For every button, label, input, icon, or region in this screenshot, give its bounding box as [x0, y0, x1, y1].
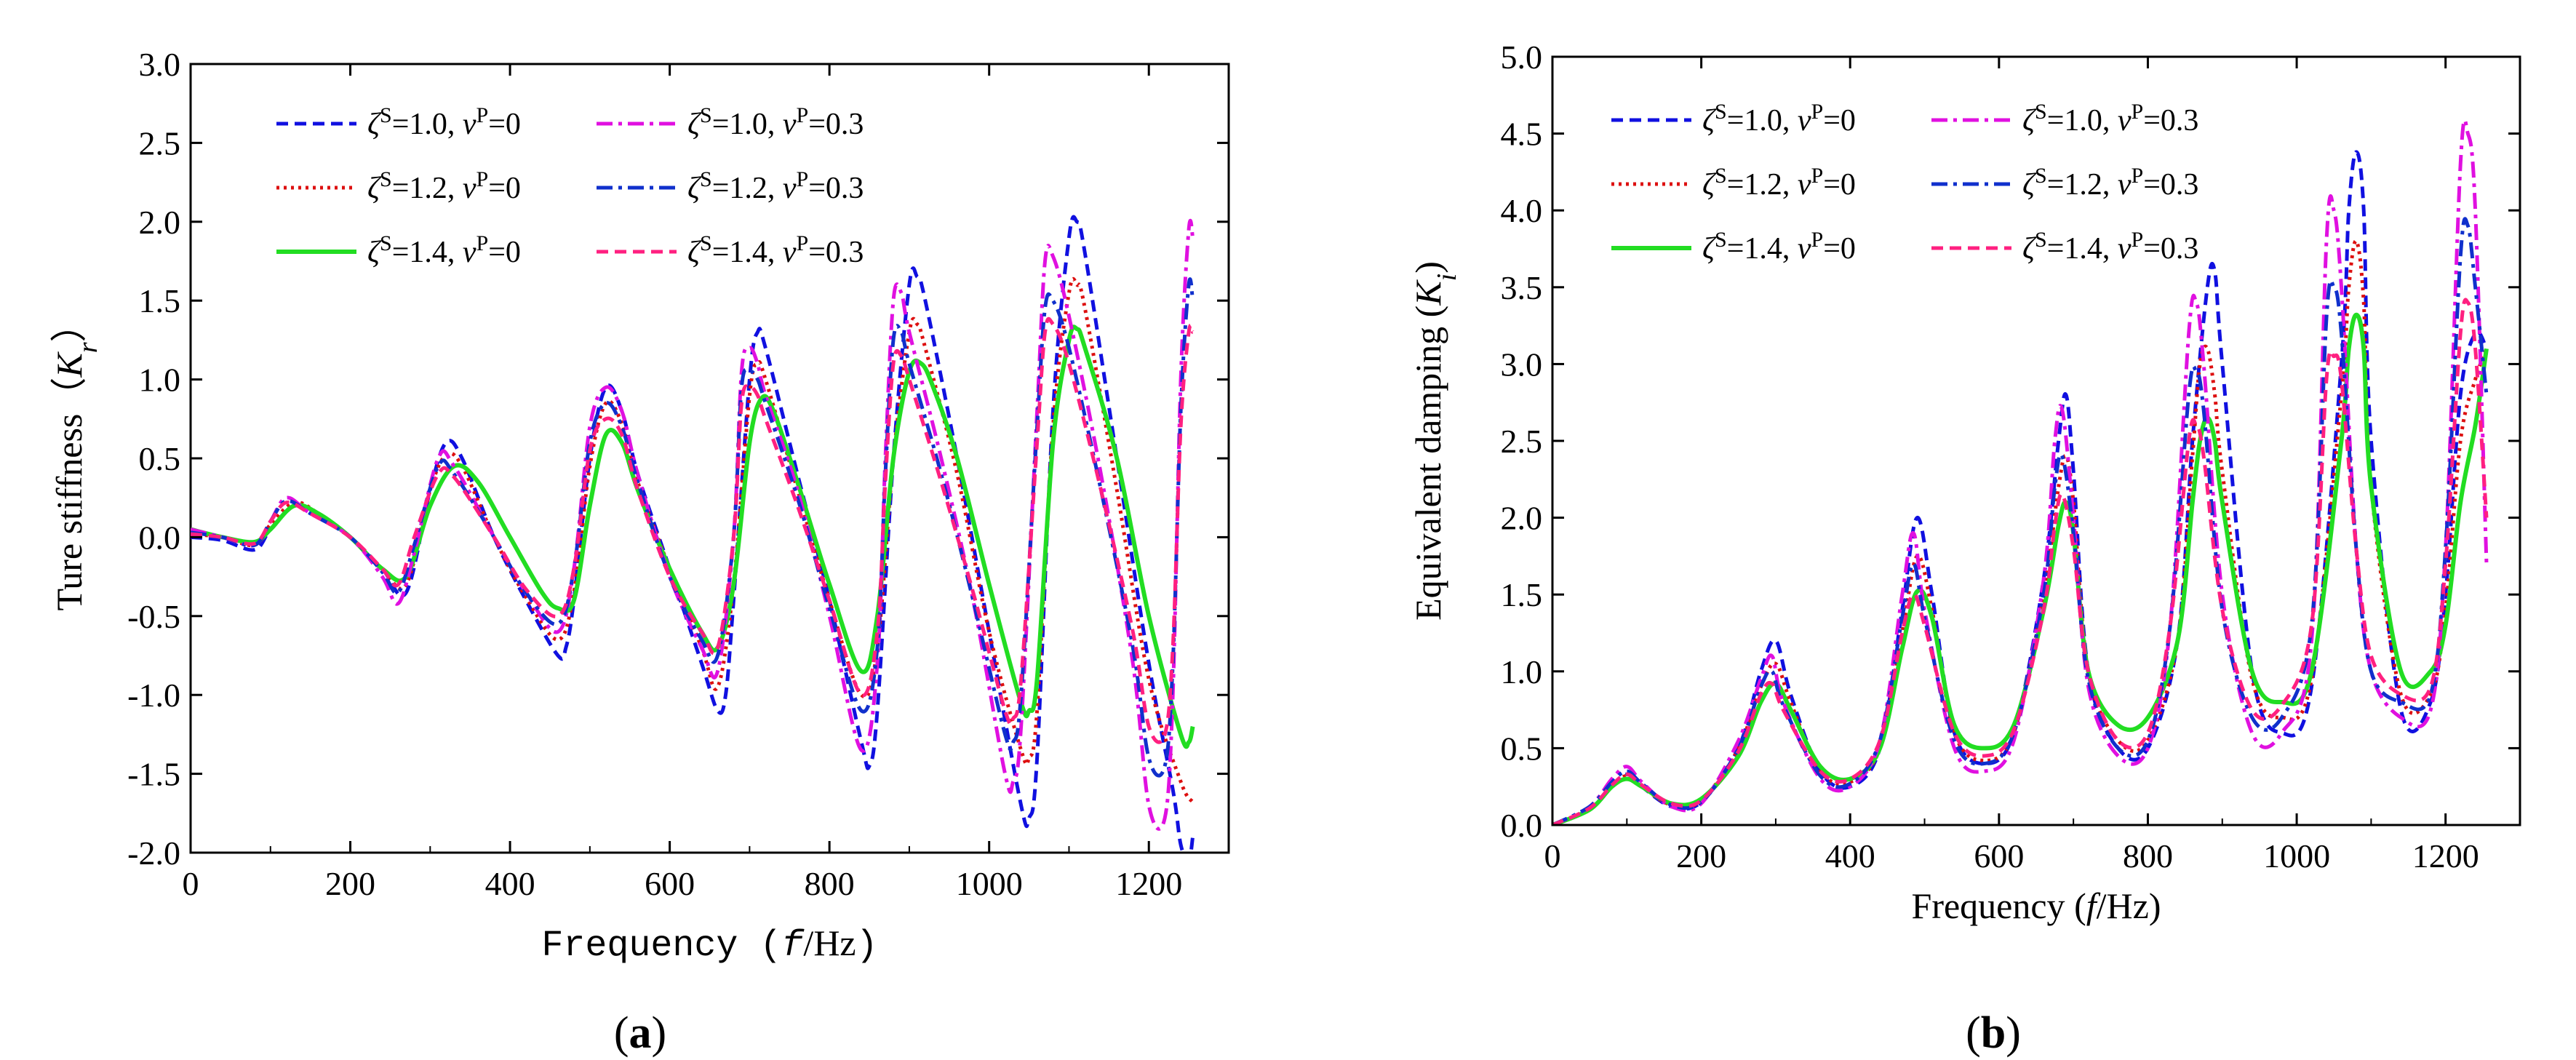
- x-axis-unit-a: f: [781, 925, 805, 967]
- legend-label: ζS=1.4, vP=0.3: [687, 231, 864, 269]
- legend-label: ζS=1.4, vP=0.3: [2022, 228, 2198, 266]
- legend-item: ζS=1.4, vP=0: [1611, 228, 1856, 266]
- y-axis-title-b: Equivalent damping (Ki): [1408, 261, 1462, 621]
- series-line-6: [1552, 298, 2489, 825]
- y-tick-label: 1.5: [139, 282, 181, 319]
- panel-label-b: (b): [1966, 1008, 2021, 1058]
- y-tick-label: -1.0: [127, 677, 180, 714]
- x-axis-title-a: Frequency (f/Hz): [541, 922, 877, 967]
- y-tick-label: 2.5: [1501, 423, 1543, 460]
- x-tick-label: 1200: [2412, 837, 2479, 874]
- legend-label: ζS=1.4, vP=0: [1702, 228, 1856, 266]
- legend-label: ζS=1.2, vP=0: [1702, 164, 1856, 202]
- y-tick-label: 3.0: [139, 46, 181, 83]
- y-tick-label: 1.5: [1501, 576, 1543, 613]
- series-group-b: [1552, 118, 2489, 825]
- x-tick-label: 1000: [956, 865, 1023, 902]
- x-axis-title-b: Frequency (f/Hz): [1912, 885, 2161, 926]
- legend-item: ζS=1.2, vP=0.3: [597, 167, 864, 205]
- x-tick-label: 400: [1825, 837, 1875, 874]
- y-tick-label: 0.5: [1501, 730, 1543, 767]
- legend-label: ζS=1.0, vP=0: [367, 103, 521, 141]
- x-tick-label: 0: [183, 865, 199, 902]
- x-tick-label: 200: [325, 865, 375, 902]
- legend-label: ζS=1.0, vP=0.3: [687, 103, 864, 141]
- x-tick-label: 600: [645, 865, 695, 902]
- y-tick-label: 0.0: [139, 519, 181, 556]
- x-tick-label: 600: [1974, 837, 2024, 874]
- y-tick-label: 5.0: [1501, 39, 1543, 76]
- legend-item: ζS=1.2, vP=0.3: [1931, 164, 2198, 202]
- series-group-a: [191, 215, 1195, 853]
- legend-item: ζS=1.2, vP=0: [276, 167, 521, 205]
- y-tick-label: 1.0: [1501, 653, 1543, 690]
- legend-item: ζS=1.4, vP=0: [276, 231, 521, 269]
- y-tick-label: -2.0: [127, 834, 180, 872]
- legend-label: ζS=1.2, vP=0.3: [2022, 164, 2198, 202]
- legend-item: ζS=1.0, vP=0.3: [597, 103, 864, 141]
- y-tick-label: 0.5: [139, 440, 181, 477]
- panel-label-a: (a): [614, 1008, 666, 1058]
- series-line-4: [191, 219, 1195, 831]
- y-tick-label: 4.5: [1501, 116, 1543, 153]
- legend-label: ζS=1.0, vP=0.3: [2022, 100, 2198, 138]
- x-tick-label: 800: [805, 865, 855, 902]
- legend-item: ζS=1.2, vP=0: [1611, 164, 1856, 202]
- x-tick-label: 0: [1544, 837, 1561, 874]
- y-tick-label: 1.0: [139, 362, 181, 399]
- y-tick-label: -1.5: [127, 756, 180, 793]
- legend-a: ζS=1.0, vP=0 ζS=1.2, vP=0 ζS=1.4, vP=0 ζS=1…: [276, 103, 864, 269]
- legend-label: ζS=1.0, vP=0: [1702, 100, 1856, 138]
- x-tick-label: 400: [485, 865, 535, 902]
- series-line-5: [1552, 217, 2489, 825]
- y-tick-label: 3.5: [1501, 269, 1543, 306]
- y-tick-label: -0.5: [127, 598, 180, 635]
- y-axis-title-a: Ture stiffness（Kr）: [49, 306, 103, 610]
- legend-label: ζS=1.4, vP=0: [367, 231, 521, 269]
- series-line-3: [191, 324, 1195, 749]
- legend-item: ζS=1.0, vP=0: [276, 103, 521, 141]
- legend-label: ζS=1.2, vP=0: [367, 167, 521, 205]
- legend-label: ζS=1.2, vP=0.3: [687, 167, 864, 205]
- ticks-a: 0 200 400 600 800 1000 1200 -2.0 -1.5 -1.0 -0.5 0.0…: [127, 46, 1229, 902]
- x-tick-label: 200: [1676, 837, 1726, 874]
- x-tick-label: 1200: [1115, 865, 1182, 902]
- y-tick-label: 2.0: [1501, 500, 1543, 537]
- y-tick-label: 2.0: [139, 204, 181, 241]
- y-tick-label: 2.5: [139, 124, 181, 162]
- chart-panel-a: 0 200 400 600 800 1000 1200 -2.0 -1.5 -1.0 -0.5 0.0…: [49, 46, 1230, 1058]
- legend-item: ζS=1.4, vP=0.3: [597, 231, 864, 269]
- legend-item: ζS=1.0, vP=0.3: [1931, 100, 2198, 138]
- series-line-2: [1552, 239, 2489, 825]
- y-tick-label: 3.0: [1501, 346, 1543, 383]
- y-tick-label: 0.0: [1501, 807, 1543, 844]
- legend-item: ζS=1.0, vP=0: [1611, 100, 1856, 138]
- legend-b: ζS=1.0, vP=0 ζS=1.2, vP=0 ζS=1.4, vP=0 ζS=1…: [1611, 100, 2198, 266]
- x-tick-label: 1000: [2263, 837, 2330, 874]
- ticks-b: 0 200 400 600 800 1000 1200 0.0 0.5 1.0 1.5 2.0 2.5 3…: [1501, 39, 2520, 874]
- chart-panel-b: 0 200 400 600 800 1000 1200 0.0 0.5 1.0 1.5 2.0 2.5 3…: [1408, 39, 2521, 1058]
- legend-item: ζS=1.4, vP=0.3: [1931, 228, 2198, 266]
- series-line-6: [191, 316, 1195, 744]
- y-tick-label: 4.0: [1501, 192, 1543, 229]
- x-tick-label: 800: [2123, 837, 2173, 874]
